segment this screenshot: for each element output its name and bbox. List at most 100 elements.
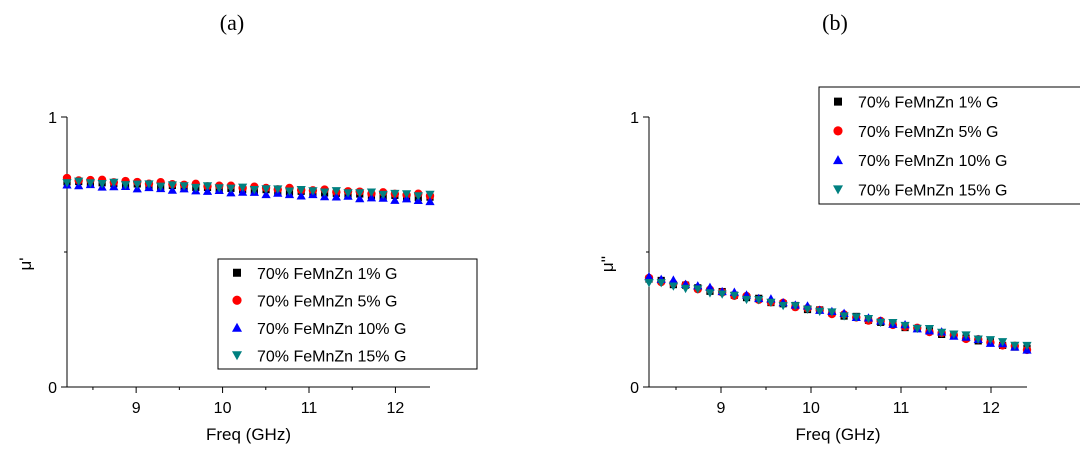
data-point bbox=[366, 193, 377, 202]
data-point bbox=[1010, 341, 1020, 351]
series-3 bbox=[644, 271, 1032, 354]
y-tick-label: 0 bbox=[630, 380, 639, 397]
data-point bbox=[179, 182, 189, 191]
data-point bbox=[924, 325, 935, 334]
data-point bbox=[261, 189, 271, 199]
data-point bbox=[331, 187, 341, 196]
y-tick-label: 1 bbox=[630, 110, 639, 127]
data-point bbox=[261, 185, 271, 194]
x-axis-label: Freq (GHz) bbox=[796, 425, 881, 444]
legend-box bbox=[818, 86, 1080, 205]
data-point bbox=[97, 180, 107, 189]
y-axis-label: μ' bbox=[16, 257, 35, 270]
data-point bbox=[998, 338, 1008, 347]
data-point bbox=[949, 330, 959, 339]
legend-label: 70% FeMnZn 10% G bbox=[257, 321, 406, 338]
data-point bbox=[888, 319, 898, 328]
data-point bbox=[741, 295, 752, 305]
data-point bbox=[827, 308, 837, 317]
data-point bbox=[62, 179, 72, 188]
series-1 bbox=[645, 275, 1031, 352]
data-point bbox=[851, 313, 861, 322]
data-point bbox=[912, 324, 922, 334]
data-point bbox=[355, 193, 365, 203]
data-point bbox=[401, 190, 412, 199]
data-point bbox=[378, 190, 388, 200]
data-point bbox=[937, 328, 947, 338]
legend: 70% FeMnZn 1% G 70% FeMnZn 5% G 70% FeMnZn… bbox=[217, 258, 478, 370]
data-point bbox=[238, 183, 248, 192]
data-point bbox=[729, 291, 739, 301]
data-point bbox=[680, 284, 691, 294]
legend-label: 70% FeMnZn 15% G bbox=[858, 182, 1007, 199]
data-point bbox=[425, 190, 435, 199]
data-point bbox=[668, 275, 678, 284]
data-point bbox=[355, 189, 365, 198]
data-point bbox=[308, 187, 318, 196]
legend-marker bbox=[232, 322, 242, 332]
data-point bbox=[249, 186, 259, 195]
data-point bbox=[705, 289, 715, 298]
data-point bbox=[802, 305, 813, 314]
data-point bbox=[343, 189, 353, 198]
x-tick-label: 9 bbox=[132, 400, 141, 417]
y-tick-label: 0 bbox=[48, 380, 57, 397]
data-point bbox=[790, 302, 800, 311]
data-point bbox=[284, 187, 295, 196]
data-point bbox=[273, 185, 283, 194]
legend-marker bbox=[232, 351, 242, 361]
data-point bbox=[815, 307, 825, 316]
data-point bbox=[876, 318, 886, 328]
legend-marker bbox=[233, 268, 241, 277]
data-point bbox=[296, 191, 306, 200]
x-tick-label: 9 bbox=[717, 400, 726, 417]
series-4 bbox=[644, 279, 1032, 351]
data-point bbox=[120, 181, 131, 190]
x-tick-label: 10 bbox=[214, 400, 232, 417]
x-tick-label: 11 bbox=[301, 400, 318, 417]
data-point bbox=[390, 195, 400, 204]
legend-marker bbox=[834, 97, 842, 106]
x-tick-label: 11 bbox=[893, 400, 910, 417]
data-point bbox=[644, 279, 654, 288]
data-point bbox=[109, 178, 119, 188]
series-2 bbox=[644, 273, 1032, 355]
x-tick-label: 10 bbox=[802, 400, 820, 417]
data-point bbox=[656, 279, 666, 288]
panel-label: (a) bbox=[220, 10, 244, 35]
data-point bbox=[74, 177, 84, 186]
data-point bbox=[705, 282, 715, 291]
data-point bbox=[778, 301, 788, 311]
series-2 bbox=[62, 173, 435, 201]
data-point bbox=[985, 336, 996, 345]
panel-b: (b) 9 10 11 12 0 1 Freq (GHz) μ'' 70% FeMnZn 1% G… bbox=[598, 10, 1080, 444]
data-point bbox=[202, 186, 213, 195]
data-point bbox=[839, 312, 849, 321]
data-point bbox=[961, 331, 971, 340]
series-1 bbox=[63, 177, 434, 202]
data-point bbox=[167, 185, 177, 194]
legend-label: 70% FeMnZn 1% G bbox=[858, 95, 999, 112]
legend-marker bbox=[833, 185, 843, 195]
legend-label: 70% FeMnZn 5% G bbox=[257, 293, 398, 310]
x-tick-label: 12 bbox=[982, 400, 1000, 417]
legend-marker bbox=[232, 295, 242, 305]
data-point bbox=[202, 182, 213, 191]
data-point bbox=[144, 180, 154, 189]
data-point bbox=[296, 186, 306, 195]
data-point bbox=[644, 271, 654, 281]
legend-label: 70% FeMnZn 10% G bbox=[858, 153, 1007, 170]
data-point bbox=[693, 285, 703, 294]
data-point bbox=[766, 298, 776, 308]
data-point bbox=[214, 184, 224, 193]
data-point bbox=[226, 184, 236, 193]
data-point bbox=[425, 196, 435, 206]
legend-marker bbox=[833, 155, 843, 165]
legend-label: 70% FeMnZn 5% G bbox=[858, 124, 999, 141]
data-point bbox=[1022, 341, 1032, 351]
legend-label: 70% FeMnZn 1% G bbox=[257, 266, 398, 283]
data-point bbox=[366, 188, 377, 197]
y-axis-label: μ'' bbox=[598, 256, 617, 272]
